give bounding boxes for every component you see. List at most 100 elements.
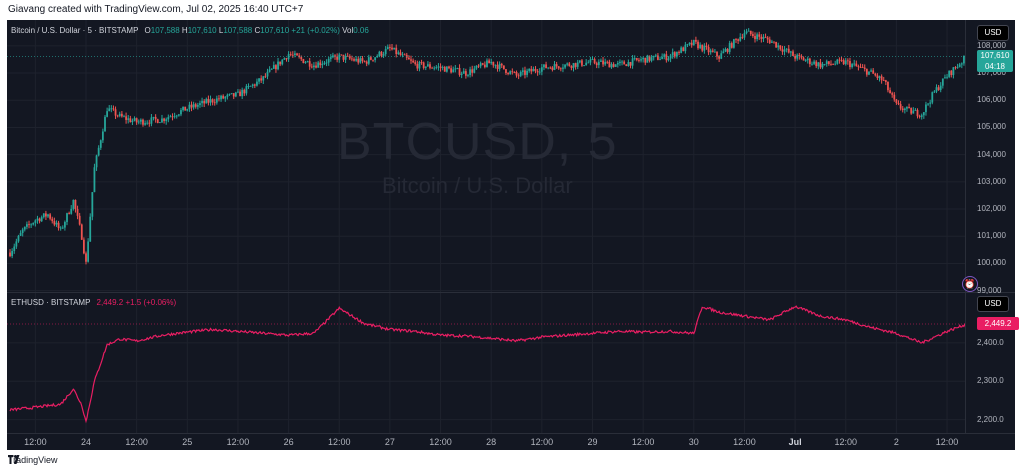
- candle-body: [207, 98, 210, 103]
- candle-body: [732, 39, 735, 48]
- candle-body: [635, 58, 638, 60]
- candle-body: [749, 30, 752, 35]
- candle-body: [285, 58, 288, 60]
- candle-body: [595, 63, 598, 66]
- time-tick: 12:00: [834, 437, 858, 447]
- time-tick: Jul: [788, 437, 802, 447]
- eth-symbol[interactable]: ETHUSD · BITSTAMP: [11, 298, 91, 307]
- candle-body: [640, 59, 642, 61]
- candle-body: [165, 119, 168, 121]
- candle-body: [925, 104, 927, 113]
- candle-body: [817, 62, 820, 67]
- footer-brand: TradingView: [8, 455, 58, 465]
- open-label: O: [144, 26, 151, 35]
- candle-body: [410, 59, 412, 61]
- btc-price-tick: 100,000: [977, 258, 1006, 268]
- candle-body: [266, 71, 269, 77]
- candle-body: [540, 67, 543, 72]
- vol-label: Vol: [342, 26, 354, 35]
- candle-body: [865, 68, 868, 75]
- btc-symbol[interactable]: Bitcoin / U.S. Dollar · 5 · BITSTAMP: [11, 26, 139, 35]
- candle-body: [859, 66, 862, 68]
- time-tick: 12:00: [429, 437, 452, 447]
- time-tick: 12:00: [530, 437, 554, 447]
- candle-body: [325, 62, 328, 64]
- candle-body: [445, 66, 448, 72]
- watermark-ticker: BTCUSD, 5: [337, 113, 618, 171]
- btc-legend[interactable]: Bitcoin / U.S. Dollar · 5 · BITSTAMP O 10…: [11, 26, 369, 35]
- candle-body: [796, 54, 799, 59]
- candle-body: [173, 116, 176, 118]
- eth-price: 2,449.2: [96, 298, 124, 307]
- candle-body: [492, 61, 495, 66]
- candle-body: [882, 80, 885, 81]
- candle-body: [536, 71, 539, 73]
- candle-body: [623, 61, 626, 65]
- candle-body: [716, 51, 718, 57]
- btc-currency-button[interactable]: USD: [977, 25, 1009, 41]
- candle-body: [416, 63, 419, 69]
- candle-body: [334, 55, 336, 57]
- eth-legend[interactable]: ETHUSD · BITSTAMP 2,449.2 +1.5 (+0.06%): [11, 298, 176, 307]
- candle-body: [99, 140, 102, 148]
- candle-body: [429, 64, 431, 68]
- candle-body: [19, 232, 22, 236]
- chart-frame[interactable]: BTCUSD, 5 Bitcoin / U.S. Dollar Bitcoin …: [7, 20, 1019, 450]
- candle-body: [205, 98, 208, 104]
- candle-body: [659, 59, 661, 60]
- candle-body: [669, 55, 672, 59]
- candle-body: [144, 123, 146, 125]
- candle-body: [838, 59, 841, 61]
- candle-body: [895, 99, 898, 104]
- candle-body: [751, 34, 754, 37]
- candle-body: [40, 217, 43, 222]
- candle-body: [910, 107, 913, 114]
- candle-body: [424, 66, 427, 68]
- candle-body: [125, 116, 127, 120]
- candle-body: [777, 45, 780, 48]
- candle-body: [876, 75, 879, 79]
- time-tick: 12:00: [226, 437, 250, 447]
- eth-price-tick: 2,400.0: [977, 337, 1004, 347]
- candle-body: [142, 119, 144, 125]
- candle-body: [842, 60, 845, 65]
- candle-body: [737, 39, 740, 41]
- candle-body: [74, 199, 77, 210]
- change-value: +21 (+0.02%): [291, 26, 340, 35]
- candle-body: [564, 64, 566, 68]
- candle-body: [182, 106, 184, 111]
- candle-body: [386, 47, 389, 50]
- candle-body: [199, 103, 201, 106]
- candle-body: [471, 69, 474, 73]
- candle-body: [211, 99, 214, 103]
- eth-change: +1.5 (+0.06%): [125, 298, 177, 307]
- candle-body: [851, 64, 853, 68]
- btc-price-pane[interactable]: BTCUSD, 5 Bitcoin / U.S. Dollar Bitcoin …: [7, 20, 965, 292]
- candle-body: [912, 110, 915, 114]
- candle-body: [431, 67, 434, 69]
- candle-body: [576, 62, 579, 67]
- candle-body: [574, 63, 577, 67]
- alert-clock-icon[interactable]: ⏰: [962, 276, 978, 292]
- tradingview-logo-icon: [8, 455, 20, 464]
- candle-body: [933, 91, 936, 93]
- eth-price-pane[interactable]: ETHUSD · BITSTAMP 2,449.2 +1.5 (+0.06%): [7, 293, 965, 433]
- candle-body: [169, 116, 172, 118]
- candle-body: [47, 214, 49, 217]
- candle-body: [775, 41, 778, 48]
- high-value: 107,610: [187, 26, 217, 35]
- candle-body: [853, 63, 856, 65]
- candle-body: [825, 61, 828, 64]
- candle-body: [61, 227, 64, 229]
- candle-body: [543, 64, 545, 68]
- eth-currency-button[interactable]: USD: [977, 296, 1009, 312]
- candle-body: [93, 167, 96, 193]
- pane-divider[interactable]: [7, 292, 1015, 293]
- candle-body: [152, 116, 155, 118]
- candle-body: [739, 36, 742, 41]
- candle-body: [114, 109, 117, 116]
- candle-body: [747, 30, 750, 32]
- candle-body: [887, 81, 889, 91]
- candle-body: [756, 34, 759, 40]
- candle-body: [505, 69, 507, 73]
